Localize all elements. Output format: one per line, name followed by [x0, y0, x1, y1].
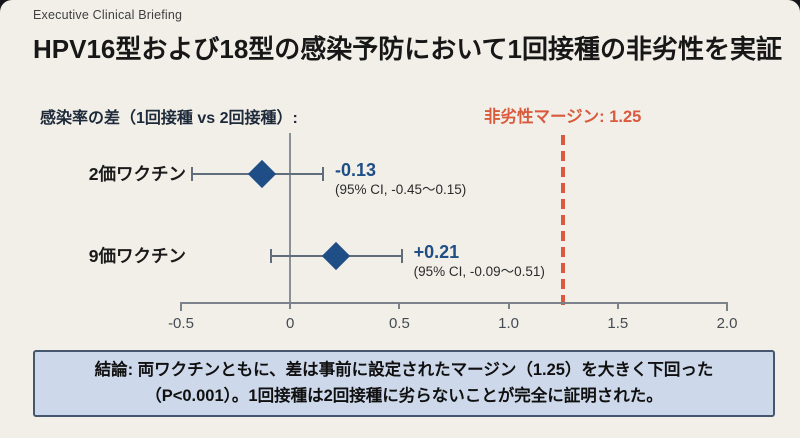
x-tick-mark: [180, 302, 182, 311]
x-tick-label: 1.0: [498, 315, 520, 332]
zero-reference-line: [289, 133, 291, 302]
x-tick-label: 2.0: [716, 315, 738, 332]
x-tick-mark: [726, 302, 728, 311]
ci-cap-left: [269, 249, 272, 263]
noninferiority-margin-line: [561, 135, 566, 306]
ci-cap-right: [321, 167, 324, 181]
x-axis: [180, 302, 728, 304]
ci-cap-right: [400, 249, 403, 263]
x-tick-mark: [289, 302, 292, 309]
kicker-text: Executive Clinical Briefing: [33, 8, 183, 22]
x-tick-label: 0: [286, 315, 295, 332]
x-tick-label: -0.5: [168, 315, 194, 332]
estimate-ci-text: (95% CI, -0.45〜0.15): [334, 182, 467, 197]
page-title: HPV16型および18型の感染予防において1回接種の非劣性を実証: [33, 34, 782, 64]
x-tick-label: 0.5: [388, 315, 410, 332]
ci-cap-left: [190, 167, 193, 181]
conclusion-text: 結論: 両ワクチンともに、差は事前に設定されたマージン（1.25）を大きく下回っ…: [94, 361, 714, 405]
x-tick-mark: [507, 302, 510, 309]
plot-caption: 感染率の差（1回接種 vs 2回接種）:: [40, 110, 298, 127]
x-tick-label: 1.5: [607, 315, 629, 332]
estimate-ci-text: (95% CI, -0.09〜0.51): [413, 264, 545, 279]
estimate-annotation: +0.21 (95% CI, -0.09〜0.51): [414, 242, 545, 281]
row-label-nonavalent: 9価ワクチン: [88, 246, 186, 266]
point-estimate-diamond: [247, 159, 276, 189]
estimate-value: +0.21: [413, 242, 460, 262]
x-tick-mark: [616, 302, 619, 309]
estimate-annotation: -0.13 (95% CI, -0.45〜0.15): [335, 160, 466, 199]
noninferiority-margin-label: 非劣性マージン: 1.25: [484, 108, 642, 126]
estimate-value: -0.13: [334, 160, 376, 180]
conclusion-box: 結論: 両ワクチンともに、差は事前に設定されたマージン（1.25）を大きく下回っ…: [33, 350, 775, 418]
x-tick-mark: [398, 302, 401, 309]
point-estimate-diamond: [321, 241, 351, 271]
row-label-bivalent: 2価ワクチン: [88, 164, 186, 184]
